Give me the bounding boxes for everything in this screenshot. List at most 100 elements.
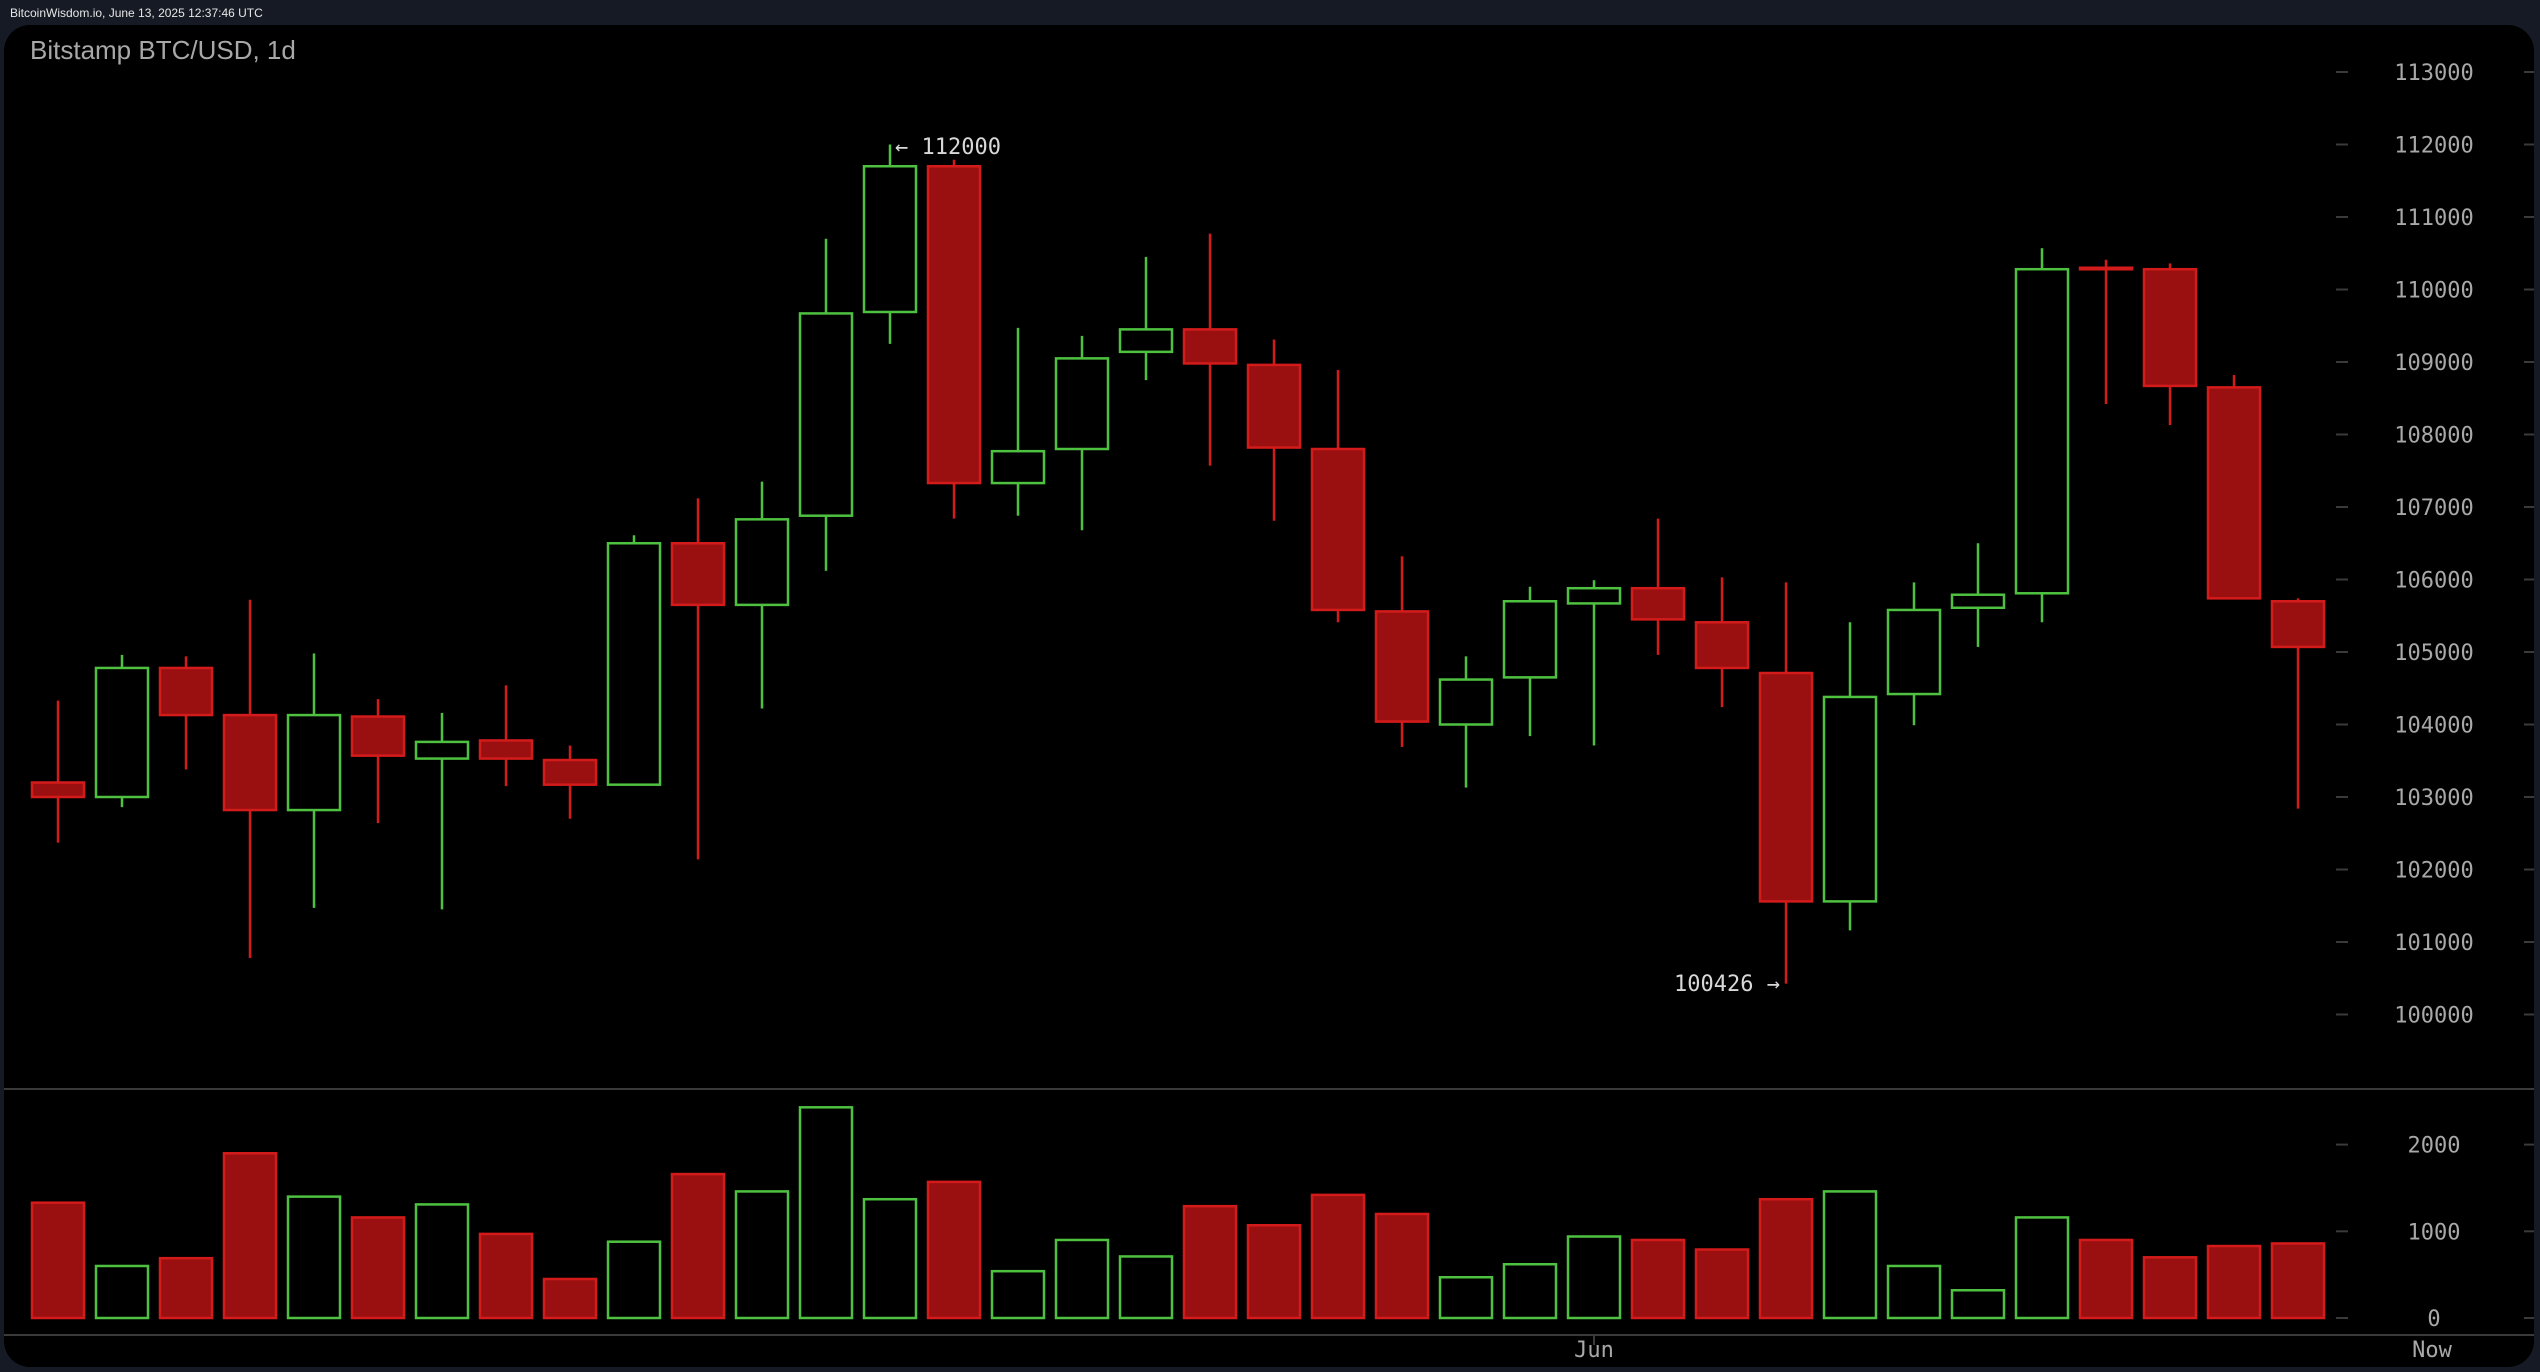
volume-bar[interactable]	[926, 1180, 982, 1320]
volume-bar[interactable]	[1822, 1190, 1878, 1320]
volume-bar[interactable]	[2078, 1238, 2134, 1320]
price-tick-label: 112000	[2394, 134, 2473, 159]
volume-bar[interactable]	[1054, 1238, 1110, 1320]
volume-bar[interactable]	[1310, 1193, 1366, 1320]
time-label-jun: Jun	[1574, 1338, 1614, 1363]
volume-bar[interactable]	[414, 1203, 470, 1320]
volume-bars	[30, 1106, 2326, 1320]
candle[interactable]	[1118, 256, 1174, 381]
price-tick-label: 113000	[2394, 61, 2473, 86]
low-annotation: 100426 →	[1674, 972, 1780, 997]
volume-bar[interactable]	[1502, 1262, 1558, 1320]
candle[interactable]	[606, 535, 662, 786]
candle[interactable]	[1950, 543, 2006, 647]
candle[interactable]	[222, 599, 278, 958]
candle[interactable]	[862, 144, 918, 344]
candle[interactable]	[414, 712, 470, 910]
chart-title: Bitstamp BTC/USD, 1d	[30, 35, 296, 65]
volume-axis: 0 1000 2000	[2336, 1134, 2534, 1332]
candle[interactable]	[286, 653, 342, 908]
candle[interactable]	[1438, 656, 1494, 788]
candle[interactable]	[1822, 622, 1878, 931]
volume-bar[interactable]	[542, 1277, 598, 1320]
candle[interactable]	[926, 159, 982, 519]
candle[interactable]	[1246, 339, 1302, 521]
candle[interactable]	[1502, 586, 1558, 737]
volume-bar[interactable]	[478, 1232, 534, 1320]
volume-bar[interactable]	[990, 1269, 1046, 1320]
volume-bar[interactable]	[670, 1172, 726, 1320]
candle[interactable]	[1758, 582, 1814, 984]
volume-bar[interactable]	[606, 1240, 662, 1320]
price-tick-label: 102000	[2394, 859, 2473, 884]
volume-tick-label: 2000	[2408, 1134, 2461, 1159]
volume-bar[interactable]	[1886, 1264, 1942, 1320]
candle[interactable]	[990, 327, 1046, 516]
candle[interactable]	[1566, 580, 1622, 746]
source-timestamp: BitcoinWisdom.io, June 13, 2025 12:37:46…	[10, 6, 263, 20]
candle[interactable]	[2014, 248, 2070, 623]
price-tick-label: 109000	[2394, 351, 2473, 376]
price-tick-label: 104000	[2394, 714, 2473, 739]
candle[interactable]	[2206, 375, 2262, 600]
volume-bar[interactable]	[2014, 1216, 2070, 1320]
volume-bar[interactable]	[734, 1190, 790, 1320]
volume-bar[interactable]	[1374, 1212, 1430, 1320]
price-tick-label: 101000	[2394, 931, 2473, 956]
candle[interactable]	[734, 481, 790, 709]
candle[interactable]	[350, 699, 406, 824]
candle[interactable]	[798, 238, 854, 571]
candle[interactable]	[1310, 369, 1366, 623]
volume-bar[interactable]	[798, 1106, 854, 1320]
candle[interactable]	[2078, 259, 2134, 405]
volume-tick-label: 0	[2427, 1307, 2440, 1332]
volume-bar[interactable]	[2142, 1256, 2198, 1320]
price-tick-label: 107000	[2394, 496, 2473, 521]
price-tick-label: 108000	[2394, 424, 2473, 449]
volume-bar[interactable]	[94, 1264, 150, 1320]
volume-bar[interactable]	[1694, 1248, 1750, 1320]
volume-bar[interactable]	[1182, 1204, 1238, 1320]
volume-bar[interactable]	[1438, 1276, 1494, 1320]
candle[interactable]	[542, 745, 598, 819]
candle[interactable]	[2270, 598, 2326, 809]
price-axis: 100000 101000 102000 103000 104000 105000 1060…	[2336, 61, 2534, 1029]
volume-bar[interactable]	[1758, 1197, 1814, 1320]
candle[interactable]	[1630, 518, 1686, 655]
candle[interactable]	[478, 685, 534, 787]
volume-tick-label: 1000	[2408, 1220, 2461, 1245]
chart-panel: Bitstamp BTC/USD, 1d 100000 101000 102000 1…	[4, 25, 2534, 1367]
volume-bar[interactable]	[1246, 1223, 1302, 1320]
volume-bar[interactable]	[2206, 1244, 2262, 1320]
candle[interactable]	[94, 654, 150, 808]
volume-bar[interactable]	[1118, 1255, 1174, 1320]
high-annotation: ← 112000	[895, 135, 1001, 160]
candle[interactable]	[1182, 233, 1238, 466]
candle[interactable]	[670, 498, 726, 860]
volume-bar[interactable]	[286, 1195, 342, 1320]
volume-bar[interactable]	[30, 1201, 86, 1320]
candle[interactable]	[1886, 582, 1942, 726]
candlestick-chart[interactable]: 100000 101000 102000 103000 104000 105000 1060…	[4, 25, 2534, 1367]
candle[interactable]	[1374, 556, 1430, 747]
price-tick-label: 111000	[2394, 206, 2473, 231]
price-tick-label: 106000	[2394, 569, 2473, 594]
candle[interactable]	[2142, 263, 2198, 426]
volume-bar[interactable]	[1630, 1238, 1686, 1320]
candle[interactable]	[158, 656, 214, 770]
volume-bar[interactable]	[222, 1152, 278, 1320]
time-label-now: Now	[2412, 1338, 2452, 1363]
price-tick-label: 105000	[2394, 641, 2473, 666]
price-tick-label: 110000	[2394, 279, 2473, 304]
volume-bar[interactable]	[862, 1197, 918, 1320]
price-tick-label: 103000	[2394, 786, 2473, 811]
volume-bar[interactable]	[1566, 1235, 1622, 1320]
volume-bar[interactable]	[158, 1256, 214, 1320]
volume-bar[interactable]	[1950, 1289, 2006, 1320]
candle[interactable]	[30, 700, 86, 843]
volume-bar[interactable]	[350, 1216, 406, 1320]
candles	[30, 144, 2326, 984]
candle[interactable]	[1054, 335, 1110, 531]
candle[interactable]	[1694, 577, 1750, 708]
volume-bar[interactable]	[2270, 1242, 2326, 1320]
